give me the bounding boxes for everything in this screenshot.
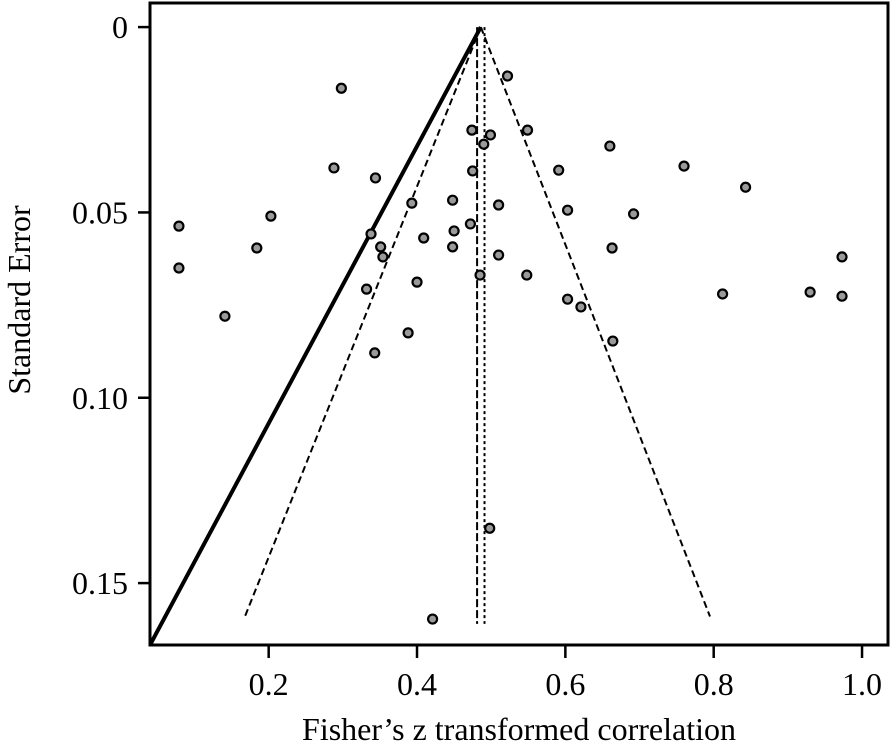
data-point xyxy=(418,232,430,244)
data-point xyxy=(836,251,848,263)
data-point xyxy=(493,199,505,211)
data-point xyxy=(426,613,439,625)
data-point xyxy=(251,242,263,254)
data-point xyxy=(493,249,505,261)
data-point xyxy=(411,276,423,288)
plot-frame xyxy=(148,1,890,647)
data-point xyxy=(466,124,478,136)
data-point xyxy=(265,210,277,222)
data-point xyxy=(406,197,418,209)
data-point xyxy=(219,310,231,322)
data-point xyxy=(173,220,185,232)
data-point xyxy=(369,172,382,184)
y-axis-label: Standard Error xyxy=(1,205,37,395)
data-point xyxy=(360,283,373,295)
data-point xyxy=(804,286,816,298)
data-point xyxy=(365,228,377,240)
data-point xyxy=(521,269,533,281)
data-point xyxy=(447,241,459,253)
data-point xyxy=(739,181,752,193)
data-point xyxy=(501,70,514,82)
x-tick-label: 0.6 xyxy=(545,666,585,702)
data-point xyxy=(474,269,486,281)
data-point xyxy=(447,194,459,206)
data-point xyxy=(402,327,414,339)
y-tick-label: 0.05 xyxy=(72,194,128,230)
data-point xyxy=(627,208,640,220)
funnel-right-line xyxy=(479,26,711,617)
data-point xyxy=(375,241,387,253)
data-point xyxy=(716,288,729,300)
data-point xyxy=(369,347,381,359)
data-point xyxy=(478,138,490,150)
data-point xyxy=(553,164,565,176)
data-point xyxy=(604,140,616,152)
data-point xyxy=(606,242,618,254)
data-point xyxy=(377,251,389,263)
data-point xyxy=(607,335,619,347)
data-point xyxy=(521,124,534,136)
funnel-left-line xyxy=(244,26,482,617)
y-tick-label: 0.10 xyxy=(72,380,128,416)
x-tick-label: 0.8 xyxy=(694,666,734,702)
data-point xyxy=(561,204,574,216)
data-point xyxy=(678,160,690,172)
data-point xyxy=(836,290,848,302)
data-point xyxy=(575,301,587,313)
x-tick-label: 1.0 xyxy=(842,666,882,702)
data-point xyxy=(328,162,340,174)
y-tick-label: 0 xyxy=(112,9,128,45)
data-point xyxy=(484,129,497,141)
data-point xyxy=(467,165,479,177)
x-tick-label: 0.4 xyxy=(397,666,437,702)
data-point xyxy=(464,218,477,230)
y-tick-label: 0.15 xyxy=(72,565,128,601)
x-axis-label: Fisher’s z transformed correlation xyxy=(302,711,736,747)
data-point xyxy=(484,522,496,534)
data-point xyxy=(448,225,460,237)
regression-line xyxy=(148,26,483,646)
data-point xyxy=(335,82,347,94)
x-tick-label: 0.2 xyxy=(249,666,289,702)
data-point xyxy=(561,293,574,305)
data-point xyxy=(173,262,185,274)
